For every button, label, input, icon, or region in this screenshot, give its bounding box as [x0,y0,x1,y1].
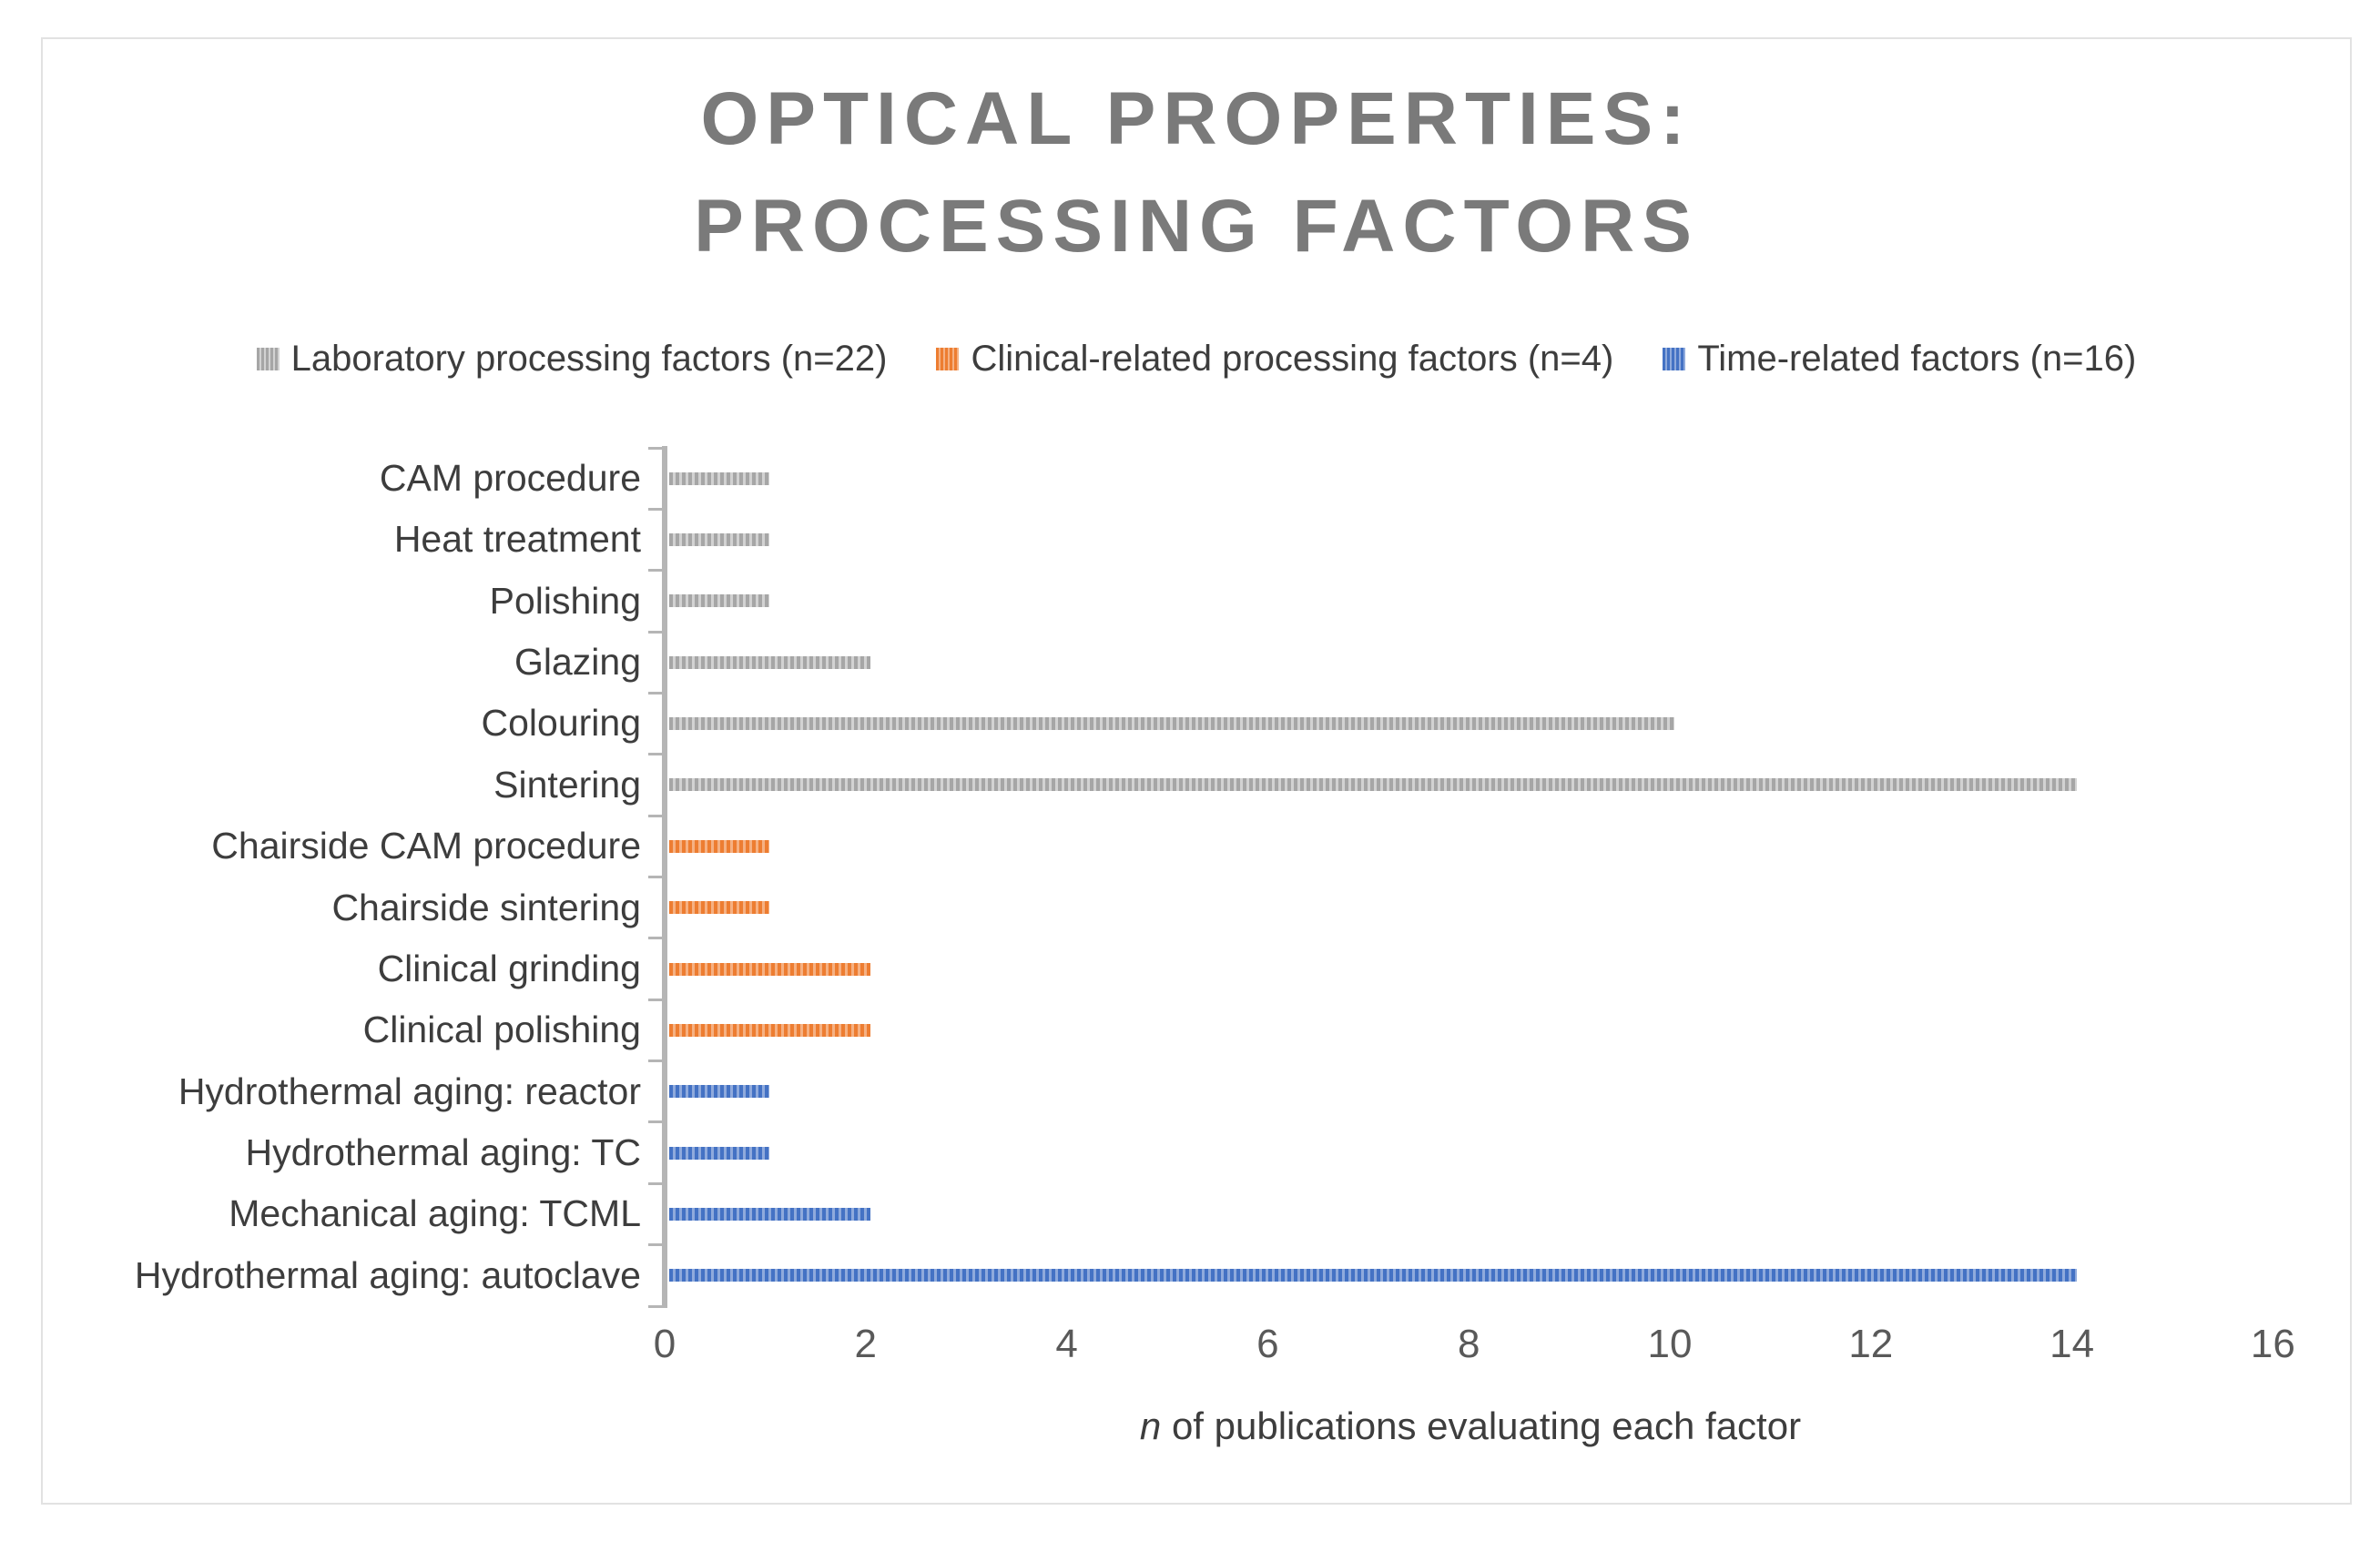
x-tick-label: 2 [854,1322,878,1366]
x-tick-label: 6 [1256,1322,1279,1366]
category-label: Mechanical aging: TCML [229,1192,641,1235]
category-axis-tick [648,814,662,817]
legend-label-laboratory: Laboratory processing factors (n=22) [290,339,888,379]
category-label: Colouring [481,702,642,745]
category-axis-tick [648,630,662,634]
category-axis-tick [648,876,662,879]
bar-time [669,1085,770,1099]
x-tick-label: 0 [653,1322,676,1366]
legend-item-time: Time-related factors (n=16) [1663,339,2136,380]
legend: Laboratory processing factors (n=22) Cli… [41,339,2352,380]
category-axis-tick [648,1243,662,1247]
legend-label-time: Time-related factors (n=16) [1697,339,2137,379]
chart-title: OPTICAL PROPERTIES: PROCESSING FACTORS [41,66,2352,280]
category-axis-tick [648,1059,662,1063]
category-axis-tick [648,1120,662,1124]
bar-time [669,1146,770,1160]
bar-lab [669,655,870,669]
category-label: Clinical polishing [362,1009,641,1051]
chart-border [41,37,2352,1505]
category-label: Hydrothermal aging: TC [245,1130,641,1173]
x-tick-label: 8 [1457,1322,1480,1366]
bar-lab [669,717,1674,731]
category-label: Sintering [493,763,641,806]
category-label: Glazing [514,641,641,684]
x-tick-label: 4 [1055,1322,1078,1366]
x-tick-label: 16 [2250,1322,2295,1366]
x-axis-title-rest: of publications evaluating each factor [1161,1404,1802,1447]
bar-lab [669,778,2077,792]
x-axis-title-n: n [1139,1404,1162,1447]
category-label: Hydrothermal aging: autoclave [134,1253,641,1296]
category-label: Polishing [489,579,641,622]
category-axis-tick [648,446,662,450]
bar-lab [669,533,770,547]
x-axis-title: n of publications evaluating each factor [665,1404,2276,1448]
category-label: Chairside CAM procedure [211,825,641,867]
category-axis-tick [648,507,662,511]
legend-item-clinical: Clinical-related processing factors (n=4… [936,339,1613,380]
bar-clinical [669,1023,870,1037]
category-axis-tick [648,569,662,573]
category-label: Clinical grinding [377,947,641,989]
category-label: CAM procedure [379,457,641,499]
x-tick-label: 10 [1647,1322,1693,1366]
legend-item-laboratory: Laboratory processing factors (n=22) [256,339,888,380]
category-axis-tick [648,998,662,1001]
bar-clinical [669,962,870,976]
bar-time [669,1208,870,1221]
category-axis-tick [648,937,662,940]
category-axis-tick [648,691,662,694]
x-tick-label: 14 [2049,1322,2095,1366]
chart-title-line1: OPTICAL PROPERTIES: [700,77,1693,160]
bar-lab [669,594,770,608]
category-axis-tick [648,753,662,756]
legend-swatch-time-icon [1663,348,1686,370]
category-axis-tick [648,1181,662,1185]
x-tick-label: 12 [1848,1322,1894,1366]
category-label: Chairside sintering [331,886,641,928]
bar-clinical [669,901,770,915]
legend-swatch-clinical-icon [936,348,960,370]
legend-label-clinical: Clinical-related processing factors (n=4… [971,339,1614,379]
category-axis-tick [648,1304,662,1308]
legend-swatch-laboratory-icon [256,348,280,370]
y-axis-line [662,446,667,1308]
chart-title-line2: PROCESSING FACTORS [694,185,1699,268]
category-label: Hydrothermal aging: reactor [178,1070,641,1112]
category-label: Heat treatment [393,518,641,561]
bar-time [669,1269,2077,1282]
bar-clinical [669,839,770,853]
bar-lab [669,471,770,485]
